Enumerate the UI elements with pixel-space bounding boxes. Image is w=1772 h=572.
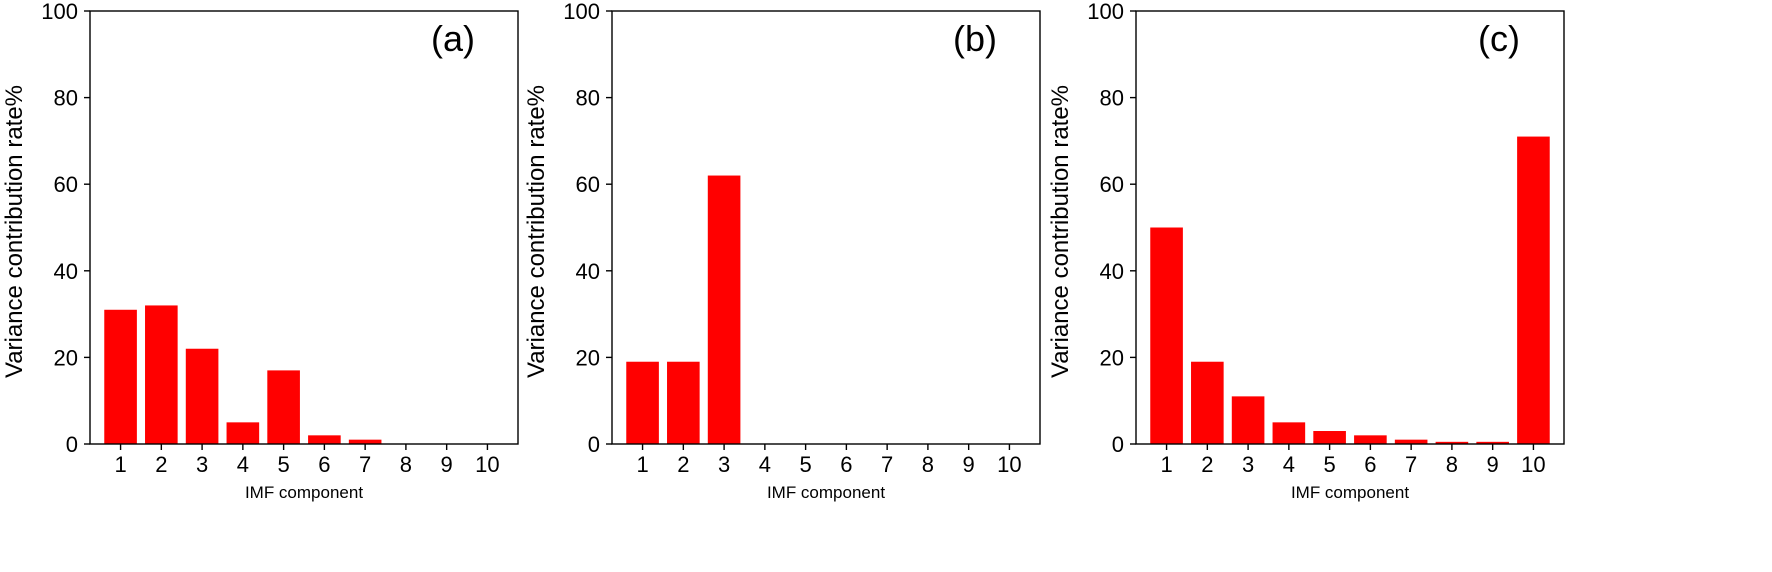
bar-4: [226, 422, 260, 444]
y-tick-label: 100: [41, 0, 78, 24]
x-tick-label: 10: [475, 452, 499, 477]
bar-1: [1150, 227, 1183, 444]
panel-label: (a): [431, 18, 475, 59]
y-tick-label: 100: [1087, 0, 1124, 24]
plot-frame: [611, 10, 1041, 445]
x-tick-label: 8: [400, 452, 412, 477]
x-tick-label: 5: [799, 452, 811, 477]
y-tick-label: 100: [563, 0, 600, 24]
plot-frame: [1135, 10, 1565, 445]
y-axis-label: Variance contribution rate%: [1, 85, 28, 378]
bar-7: [348, 439, 382, 444]
x-tick-label: 9: [1487, 452, 1499, 477]
panel-label: (c): [1478, 18, 1520, 59]
x-tick-label: 2: [155, 452, 167, 477]
y-tick-label: 0: [1112, 432, 1124, 457]
x-tick-label: 6: [1364, 452, 1376, 477]
y-tick-label: 80: [576, 86, 600, 111]
x-tick-label: 2: [1201, 452, 1213, 477]
y-tick-label: 20: [576, 345, 600, 370]
x-axis-label: IMF component: [767, 483, 885, 502]
x-axis-label: IMF component: [245, 483, 363, 502]
bar-3: [185, 348, 219, 444]
bar-2: [145, 305, 178, 444]
x-tick-label: 6: [318, 452, 330, 477]
x-tick-label: 1: [1160, 452, 1172, 477]
x-tick-label: 3: [196, 452, 208, 477]
bar-6: [1354, 435, 1387, 444]
y-tick-label: 20: [1100, 345, 1124, 370]
bar-9: [1476, 441, 1509, 444]
plot-frame: [89, 10, 519, 445]
y-tick-label: 80: [1100, 86, 1124, 111]
bar-5: [1313, 431, 1346, 444]
x-tick-label: 3: [718, 452, 730, 477]
x-tick-label: 4: [1283, 452, 1295, 477]
x-tick-label: 2: [677, 452, 689, 477]
bar-3: [707, 175, 741, 445]
x-tick-label: 5: [1323, 452, 1335, 477]
bar-5: [267, 370, 300, 444]
bar-6: [308, 435, 341, 444]
y-tick-label: 40: [576, 259, 600, 284]
x-tick-label: 6: [840, 452, 852, 477]
y-tick-label: 0: [588, 432, 600, 457]
x-tick-label: 9: [441, 452, 453, 477]
bar-2: [667, 361, 700, 444]
x-tick-label: 4: [759, 452, 771, 477]
chart-panel-1: 0 20 40 60 80 100 1 2 3 4 5 6 7 8 9 10 IMF component Vari…: [1, 0, 519, 502]
x-tick-label: 4: [237, 452, 249, 477]
x-tick-label: 1: [636, 452, 648, 477]
x-tick-label: 9: [963, 452, 975, 477]
y-tick-label: 40: [54, 259, 78, 284]
x-tick-label: 5: [277, 452, 289, 477]
bar-7: [1394, 439, 1428, 444]
x-tick-label: 7: [359, 452, 371, 477]
y-tick-label: 80: [54, 86, 78, 111]
bar-2: [1191, 361, 1224, 444]
x-tick-label: 8: [1446, 452, 1458, 477]
x-axis-label: IMF component: [1291, 483, 1409, 502]
y-tick-label: 40: [1100, 259, 1124, 284]
y-axis-label: Variance contribution rate%: [523, 85, 550, 378]
x-tick-label: 1: [114, 452, 126, 477]
x-tick-label: 7: [881, 452, 893, 477]
x-tick-label: 3: [1242, 452, 1254, 477]
bar-1: [626, 361, 659, 444]
y-tick-label: 60: [54, 172, 78, 197]
y-axis-label: Variance contribution rate%: [1047, 85, 1074, 378]
x-tick-label: 7: [1405, 452, 1417, 477]
x-tick-label: 8: [922, 452, 934, 477]
x-tick-label: 10: [1521, 452, 1545, 477]
bar-4: [1272, 422, 1306, 444]
chart-panel-3: 0 20 40 60 80 100 1 2 3 4 5 6 7 8 9 10 IMF component Vari…: [1047, 0, 1565, 502]
panel-label: (b): [953, 18, 997, 59]
y-tick-label: 60: [576, 172, 600, 197]
bar-10: [1517, 136, 1550, 444]
chart-panel-2: 0 20 40 60 80 100 1 2 3 4 5 6 7 8 9 10 IMF component Vari…: [523, 0, 1041, 502]
y-tick-label: 0: [66, 432, 78, 457]
bar-1: [104, 309, 137, 444]
bar-3: [1231, 396, 1265, 444]
bar-8: [1435, 441, 1469, 444]
x-tick-label: 10: [997, 452, 1021, 477]
y-tick-label: 60: [1100, 172, 1124, 197]
y-tick-label: 20: [54, 345, 78, 370]
